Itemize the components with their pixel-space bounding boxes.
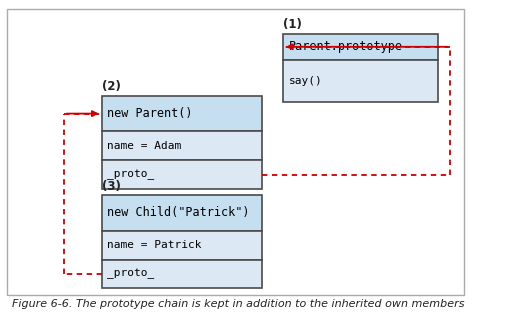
FancyBboxPatch shape <box>283 34 438 60</box>
Text: (2): (2) <box>102 81 120 94</box>
FancyBboxPatch shape <box>283 60 438 102</box>
FancyBboxPatch shape <box>102 231 262 259</box>
FancyBboxPatch shape <box>102 259 262 289</box>
FancyBboxPatch shape <box>102 96 262 131</box>
Text: _proto_: _proto_ <box>107 269 155 279</box>
FancyBboxPatch shape <box>102 131 262 160</box>
Text: Figure 6-6. The prototype chain is kept in addition to the inherited own members: Figure 6-6. The prototype chain is kept … <box>12 299 465 308</box>
Text: _proto_: _proto_ <box>107 169 155 180</box>
Text: Parent.prototype: Parent.prototype <box>289 40 403 53</box>
Text: new Parent(): new Parent() <box>107 107 193 120</box>
FancyBboxPatch shape <box>7 9 464 295</box>
Text: say(): say() <box>289 76 323 86</box>
Text: name = Adam: name = Adam <box>107 141 182 151</box>
Text: (1): (1) <box>283 18 302 31</box>
Text: (3): (3) <box>102 180 120 193</box>
FancyBboxPatch shape <box>102 195 262 231</box>
FancyBboxPatch shape <box>102 160 262 189</box>
Text: name = Patrick: name = Patrick <box>107 240 202 250</box>
Text: new Child("Patrick"): new Child("Patrick") <box>107 206 250 219</box>
